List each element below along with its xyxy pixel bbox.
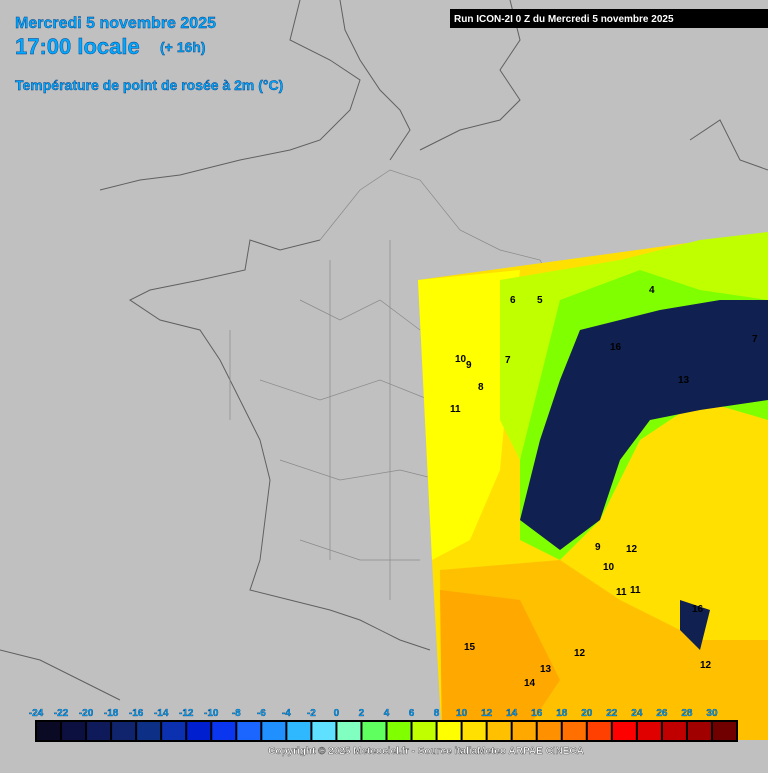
legend-tick-label: -18: [104, 708, 119, 719]
header: Mercredi 5 novembre 2025 17:00 locale (+…: [15, 15, 284, 93]
legend-swatch: [212, 722, 236, 740]
legend-tick-label: -22: [54, 708, 69, 719]
legend-tick-label: 4: [384, 708, 390, 719]
legend-swatch: [87, 722, 111, 740]
run: Run ICON-2I 0 Z du Mercredi 5 novembre 2…: [454, 14, 674, 25]
legend-swatch: [287, 722, 311, 740]
contour-label: 12: [700, 660, 712, 671]
contour-label: 15: [464, 642, 476, 653]
legend-swatch: [162, 722, 186, 740]
parameter: Température de point de rosée à 2m (°C): [15, 77, 283, 93]
legend-swatch: [462, 722, 486, 740]
legend-swatch: [312, 722, 336, 740]
copyright: Copyright © 2025 Meteociel.fr - Source i…: [268, 746, 584, 757]
contour-label: 11: [450, 404, 461, 415]
field: [418, 232, 768, 740]
coastlines: [0, 0, 768, 701]
legend-swatch: [537, 722, 561, 740]
legend-tick-label: 12: [481, 708, 493, 719]
contour-label: 13: [540, 664, 552, 675]
legend-tick-label: 20: [581, 708, 593, 719]
contour-label: 10: [455, 354, 467, 365]
contour-label: 11: [616, 587, 627, 598]
lead: (+ 16h): [160, 39, 206, 55]
time: 17:00 locale: [15, 34, 140, 59]
legend-swatch: [712, 722, 736, 740]
contour-label: 7: [752, 334, 758, 345]
legend-swatch: [262, 722, 286, 740]
legend-swatch: [612, 722, 636, 740]
legend-swatch: [487, 722, 511, 740]
contour-label: 8: [478, 382, 484, 393]
legend-tick-label: -2: [307, 708, 316, 719]
legend-swatch: [637, 722, 661, 740]
run-box: [450, 9, 768, 28]
legend-tick-label: 0: [334, 708, 340, 719]
legend-tick-label: -14: [154, 708, 169, 719]
contour-label: 5: [537, 295, 543, 306]
legend-tick-label: 16: [531, 708, 543, 719]
legend-swatch: [187, 722, 211, 740]
legend-swatch: [412, 722, 436, 740]
contour-label: 11: [630, 585, 641, 596]
contour-label: 4: [649, 285, 655, 296]
contour-label: 14: [524, 678, 536, 689]
contour-label: 10: [603, 562, 615, 573]
legend-tick-label: -6: [257, 708, 266, 719]
legend-swatch: [512, 722, 536, 740]
contour-label: 9: [595, 542, 601, 553]
contour-label: 7: [505, 355, 511, 366]
contour-label: 6: [510, 295, 516, 306]
legend-swatch: [37, 722, 61, 740]
legend-swatch: [137, 722, 161, 740]
legend-tick-label: -16: [129, 708, 144, 719]
legend-swatch: [562, 722, 586, 740]
legend-tick-label: 2: [359, 708, 365, 719]
legend-tick-label: -24: [29, 708, 44, 719]
legend-swatch: [662, 722, 686, 740]
contour-label: 13: [678, 375, 690, 386]
contour-label: 12: [626, 544, 638, 555]
legend-tick-label: 28: [681, 708, 693, 719]
contour-label: 12: [574, 648, 586, 659]
legend-tick-label: -8: [232, 708, 241, 719]
legend-swatch: [62, 722, 86, 740]
legend-swatch: [112, 722, 136, 740]
contour-label: 9: [466, 360, 472, 371]
legend-tick-label: 6: [409, 708, 415, 719]
legend-swatch: [387, 722, 411, 740]
legend-tick-label: 14: [506, 708, 518, 719]
legend-tick-label: -20: [79, 708, 94, 719]
legend-tick-label: 8: [434, 708, 440, 719]
legend-tick-label: -10: [204, 708, 219, 719]
legend-tick-label: -12: [179, 708, 194, 719]
contour-label: 16: [692, 604, 704, 615]
legend-tick-label: 18: [556, 708, 568, 719]
legend-swatch: [237, 722, 261, 740]
legend-frame: [35, 720, 738, 742]
legend-tick-label: 24: [631, 708, 643, 719]
date: Mercredi 5 novembre 2025: [15, 15, 216, 32]
legend-tick-label: 10: [456, 708, 468, 719]
legend-swatch: [362, 722, 386, 740]
contour-label: 16: [610, 342, 622, 353]
legend-swatch: [437, 722, 461, 740]
legend-tick-label: 26: [656, 708, 668, 719]
legend-tick-label: 22: [606, 708, 618, 719]
legend-swatch: [337, 722, 361, 740]
legend-swatch: [687, 722, 711, 740]
legend-tick-label: -4: [282, 708, 291, 719]
legend-tick-label: 30: [706, 708, 718, 719]
legend-swatch: [587, 722, 611, 740]
legend: -24 -22 -20 -18 -16 -14 -12 -10 -8 -6 -4 -2 0 2 4 6 8 10 1…: [29, 708, 738, 742]
